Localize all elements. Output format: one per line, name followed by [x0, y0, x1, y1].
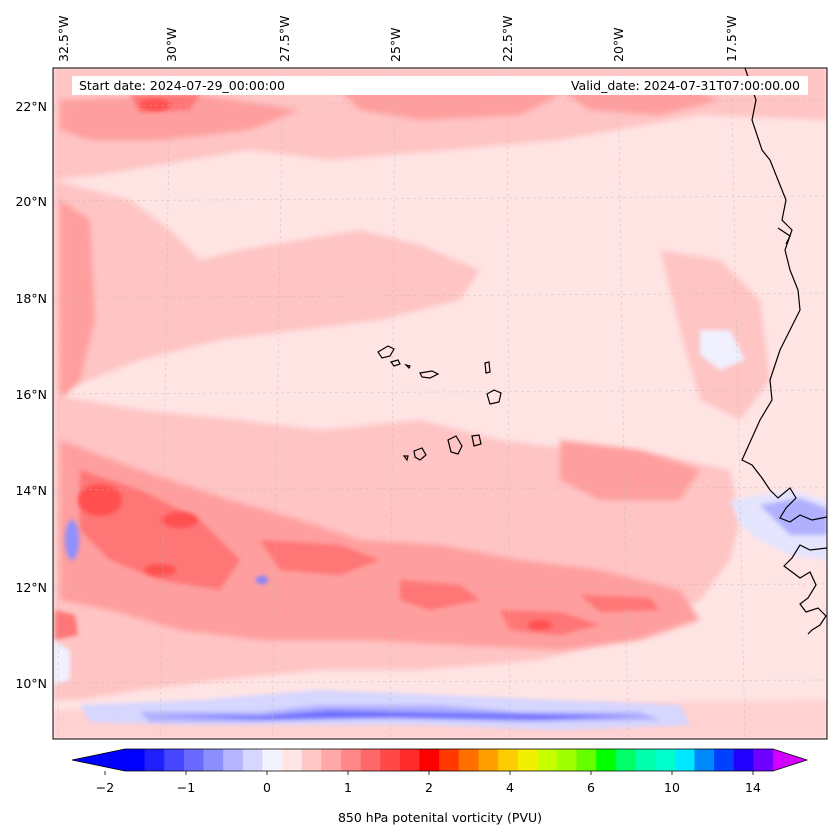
island-santo-antao	[377, 345, 395, 359]
lon-label: 30°W	[164, 27, 179, 62]
pv-field	[53, 68, 827, 739]
island-santiago	[447, 435, 463, 455]
lon-label: 20°W	[611, 27, 626, 62]
colorbar-bin	[753, 749, 774, 771]
lon-label: 17.5°W	[724, 16, 739, 62]
date-banner	[72, 76, 808, 95]
colorbar-tick-label: 1	[344, 780, 352, 795]
colorbar-bin	[183, 749, 205, 771]
colorbar-tick-label: 4	[506, 780, 514, 795]
lon-label: 32.5°W	[56, 16, 71, 62]
colorbar-under-arrow	[72, 749, 125, 771]
colorbar-bin	[615, 749, 637, 771]
colorbar-tick-label: 6	[587, 780, 595, 795]
field-stronger-patches	[78, 99, 552, 630]
colorbar-tick-label: −1	[177, 780, 195, 795]
african-coastline	[741, 68, 827, 635]
colorbar-bins	[125, 749, 774, 771]
cape-verde-islands	[377, 345, 502, 462]
colorbar-bin	[557, 749, 578, 771]
colorbar-ticks	[104, 771, 754, 775]
lat-label: 22°N	[15, 99, 47, 114]
colorbar-bin	[537, 749, 558, 771]
lon-label: 25°W	[388, 27, 403, 62]
island-boa-vista	[486, 389, 502, 405]
map-gridlines	[53, 68, 827, 739]
colorbar-bin	[458, 749, 479, 771]
colorbar-bin	[380, 749, 401, 771]
lat-label: 18°N	[15, 291, 47, 306]
colorbar-bin	[164, 749, 185, 771]
colorbar-tick-labels: −2 −1 0 1 2 4 6 10 14	[96, 780, 761, 795]
colorbar-bin	[419, 749, 440, 771]
colorbar-bin	[674, 749, 695, 771]
lat-label: 10°N	[15, 676, 47, 691]
lat-label: 14°N	[15, 483, 47, 498]
colorbar-bin	[301, 749, 322, 771]
colorbar-bin	[203, 749, 224, 771]
colorbar-bin	[223, 749, 244, 771]
colorbar-bin	[125, 749, 146, 771]
lat-label: 16°N	[15, 387, 47, 402]
colorbar-bin	[733, 749, 754, 771]
colorbar-bin	[498, 749, 519, 771]
colorbar-over-arrow	[773, 749, 807, 771]
colorbar-bin	[576, 749, 597, 771]
colorbar-bin	[360, 749, 381, 771]
colorbar-bin	[341, 749, 362, 771]
lon-label: 22.5°W	[500, 16, 515, 62]
island-brava	[402, 455, 409, 462]
colorbar-bin	[242, 749, 263, 771]
island-sao-vicente	[389, 359, 401, 367]
colorbar-tick-label: 2	[425, 780, 433, 795]
longitude-labels: 32.5°W 30°W 27.5°W 25°W 22.5°W 20°W 17.5…	[56, 16, 739, 62]
colorbar-bin	[439, 749, 460, 771]
colorbar-bin	[714, 749, 735, 771]
island-sal	[484, 361, 491, 374]
colorbar-bin	[321, 749, 342, 771]
colorbar-outline	[71, 748, 809, 772]
colorbar-tick-label: 0	[263, 780, 271, 795]
colorbar-tick-label: 10	[664, 780, 680, 795]
colorbar-bin	[655, 749, 676, 771]
colorbar-bin	[282, 749, 303, 771]
latitude-labels: 22°N 20°N 18°N 16°N 14°N 12°N 10°N	[15, 99, 47, 691]
colorbar-bin	[478, 749, 499, 771]
colorbar-bin	[596, 749, 617, 771]
colorbar-bin	[144, 749, 165, 771]
colorbar-tick-label: 14	[745, 780, 761, 795]
colorbar-label: 850 hPa potenital vorticity (PVU)	[338, 810, 542, 825]
start-date: Start date: 2024-07-29_00:00:00	[79, 78, 285, 93]
lon-label: 27.5°W	[277, 16, 292, 62]
island-sao-nicolau	[419, 370, 440, 379]
lat-label: 12°N	[15, 580, 47, 595]
map-frame	[52, 67, 828, 740]
island-fogo	[413, 447, 427, 461]
valid-date: Valid_date: 2024-07-31T07:00:00.00	[571, 78, 800, 93]
lat-label: 20°N	[15, 194, 47, 209]
colorbar-bin	[399, 749, 421, 771]
colorbar-tick-label: −2	[96, 780, 114, 795]
colorbar-bin	[694, 749, 715, 771]
colorbar: −2 −1 0 1 2 4 6 10 14 850 hPa potenital …	[71, 748, 809, 825]
colorbar-bin	[262, 749, 283, 771]
colorbar-bin	[635, 749, 656, 771]
island-santa-luzia	[404, 363, 411, 370]
island-maio	[471, 434, 482, 447]
colorbar-bin	[517, 749, 538, 771]
field-negative-patches	[53, 330, 827, 730]
